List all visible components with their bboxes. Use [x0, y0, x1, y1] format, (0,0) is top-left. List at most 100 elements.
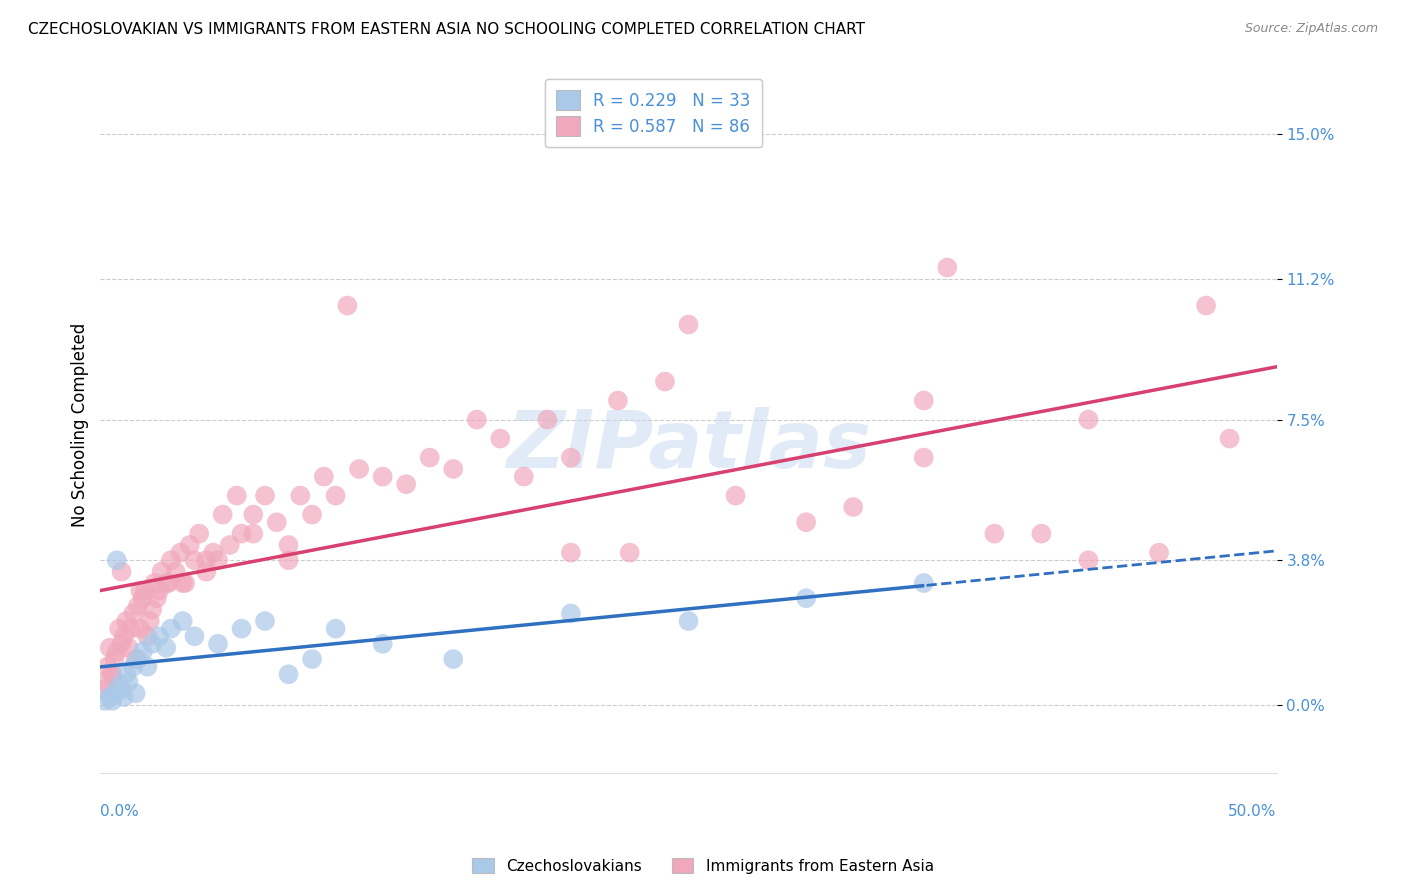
Point: [1077, 553, 1099, 567]
Point: [101, 667, 124, 681]
Point: [195, 565, 218, 579]
Point: [103, 686, 125, 700]
Point: [606, 393, 628, 408]
Text: 0.0%: 0.0%: [100, 805, 139, 820]
Point: [103, 652, 125, 666]
Point: [441, 462, 464, 476]
Point: [1031, 526, 1053, 541]
Point: [165, 565, 187, 579]
Point: [91, 682, 114, 697]
Point: [254, 489, 277, 503]
Point: [912, 576, 935, 591]
Point: [179, 538, 201, 552]
Point: [842, 500, 865, 514]
Point: [122, 607, 145, 621]
Text: Source: ZipAtlas.com: Source: ZipAtlas.com: [1244, 22, 1378, 36]
Point: [266, 515, 288, 529]
Point: [912, 450, 935, 465]
Legend: R = 0.229   N = 33, R = 0.587   N = 86: R = 0.229 N = 33, R = 0.587 N = 86: [544, 78, 762, 147]
Point: [110, 637, 132, 651]
Point: [536, 412, 558, 426]
Point: [172, 576, 194, 591]
Point: [207, 637, 229, 651]
Point: [794, 591, 817, 606]
Text: CZECHOSLOVAKIAN VS IMMIGRANTS FROM EASTERN ASIA NO SCHOOLING COMPLETED CORRELATI: CZECHOSLOVAKIAN VS IMMIGRANTS FROM EASTE…: [28, 22, 865, 37]
Point: [117, 674, 139, 689]
Point: [160, 622, 183, 636]
Point: [218, 538, 240, 552]
Point: [115, 614, 138, 628]
Point: [96, 659, 118, 673]
Point: [160, 553, 183, 567]
Point: [169, 546, 191, 560]
Text: 50.0%: 50.0%: [1229, 805, 1277, 820]
Point: [105, 553, 128, 567]
Point: [936, 260, 959, 275]
Point: [112, 629, 135, 643]
Point: [619, 546, 641, 560]
Point: [336, 299, 359, 313]
Point: [1147, 546, 1170, 560]
Point: [277, 538, 299, 552]
Point: [301, 508, 323, 522]
Point: [134, 583, 156, 598]
Point: [98, 690, 121, 704]
Point: [139, 614, 162, 628]
Point: [231, 526, 253, 541]
Point: [325, 489, 347, 503]
Point: [371, 469, 394, 483]
Point: [225, 489, 247, 503]
Point: [98, 640, 121, 655]
Point: [560, 450, 582, 465]
Point: [94, 694, 117, 708]
Point: [1219, 432, 1241, 446]
Point: [129, 583, 152, 598]
Point: [110, 565, 132, 579]
Point: [143, 576, 166, 591]
Point: [1195, 299, 1218, 313]
Point: [195, 553, 218, 567]
Point: [277, 553, 299, 567]
Point: [110, 682, 132, 697]
Point: [94, 674, 117, 689]
Point: [124, 652, 146, 666]
Point: [174, 576, 197, 591]
Point: [678, 614, 700, 628]
Point: [101, 667, 124, 681]
Point: [157, 576, 180, 591]
Point: [301, 652, 323, 666]
Point: [136, 659, 159, 673]
Point: [419, 450, 441, 465]
Point: [678, 318, 700, 332]
Point: [211, 508, 233, 522]
Point: [115, 667, 138, 681]
Point: [347, 462, 370, 476]
Point: [127, 599, 149, 613]
Point: [120, 622, 142, 636]
Point: [231, 622, 253, 636]
Point: [983, 526, 1005, 541]
Point: [148, 629, 170, 643]
Y-axis label: No Schooling Completed: No Schooling Completed: [72, 323, 89, 527]
Point: [101, 694, 124, 708]
Point: [277, 667, 299, 681]
Point: [513, 469, 536, 483]
Point: [150, 565, 173, 579]
Point: [131, 644, 153, 658]
Point: [148, 583, 170, 598]
Point: [312, 469, 335, 483]
Legend: Czechoslovakians, Immigrants from Eastern Asia: Czechoslovakians, Immigrants from Easter…: [465, 852, 941, 880]
Point: [131, 591, 153, 606]
Point: [254, 614, 277, 628]
Point: [129, 622, 152, 636]
Point: [172, 614, 194, 628]
Point: [124, 686, 146, 700]
Point: [1077, 412, 1099, 426]
Point: [183, 629, 205, 643]
Point: [136, 629, 159, 643]
Point: [122, 659, 145, 673]
Point: [560, 607, 582, 621]
Point: [242, 508, 264, 522]
Point: [465, 412, 488, 426]
Point: [105, 644, 128, 658]
